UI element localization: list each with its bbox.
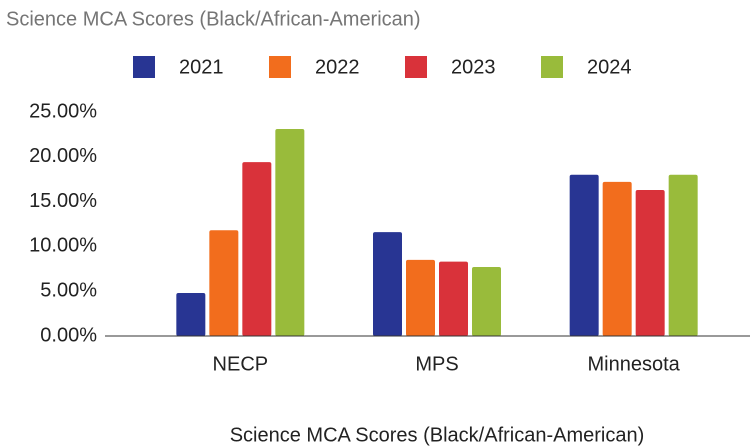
bar xyxy=(569,174,599,336)
bar xyxy=(275,129,305,336)
y-tick-label: 25.00% xyxy=(29,100,97,122)
legend-label: 2024 xyxy=(587,56,632,78)
legend-swatch xyxy=(133,56,155,78)
x-tick-label: Minnesota xyxy=(588,353,681,375)
legend-label: 2023 xyxy=(451,56,496,78)
chart-title: Science MCA Scores (Black/African-Americ… xyxy=(6,8,421,30)
bar xyxy=(209,230,239,336)
bar xyxy=(242,162,272,336)
bar xyxy=(602,181,632,336)
legend-label: 2022 xyxy=(315,56,360,78)
y-tick-label: 20.00% xyxy=(29,145,97,167)
bar xyxy=(406,259,435,336)
bar xyxy=(439,261,468,336)
bar xyxy=(373,232,402,336)
bar xyxy=(668,174,698,336)
x-tick-label: NECP xyxy=(213,353,269,375)
legend-label: 2021 xyxy=(179,56,224,78)
legend-swatch xyxy=(405,56,427,78)
bar xyxy=(176,292,206,336)
y-tick-label: 5.00% xyxy=(40,279,97,301)
bar xyxy=(472,267,501,336)
y-tick-label: 10.00% xyxy=(29,235,97,257)
x-tick-label: MPS xyxy=(415,353,458,375)
bar xyxy=(635,189,665,336)
y-tick-label: 0.00% xyxy=(40,324,97,346)
x-axis-label: Science MCA Scores (Black/African-Americ… xyxy=(230,424,645,446)
legend-swatch xyxy=(269,56,291,78)
y-tick-label: 15.00% xyxy=(29,190,97,212)
legend-swatch xyxy=(541,56,563,78)
